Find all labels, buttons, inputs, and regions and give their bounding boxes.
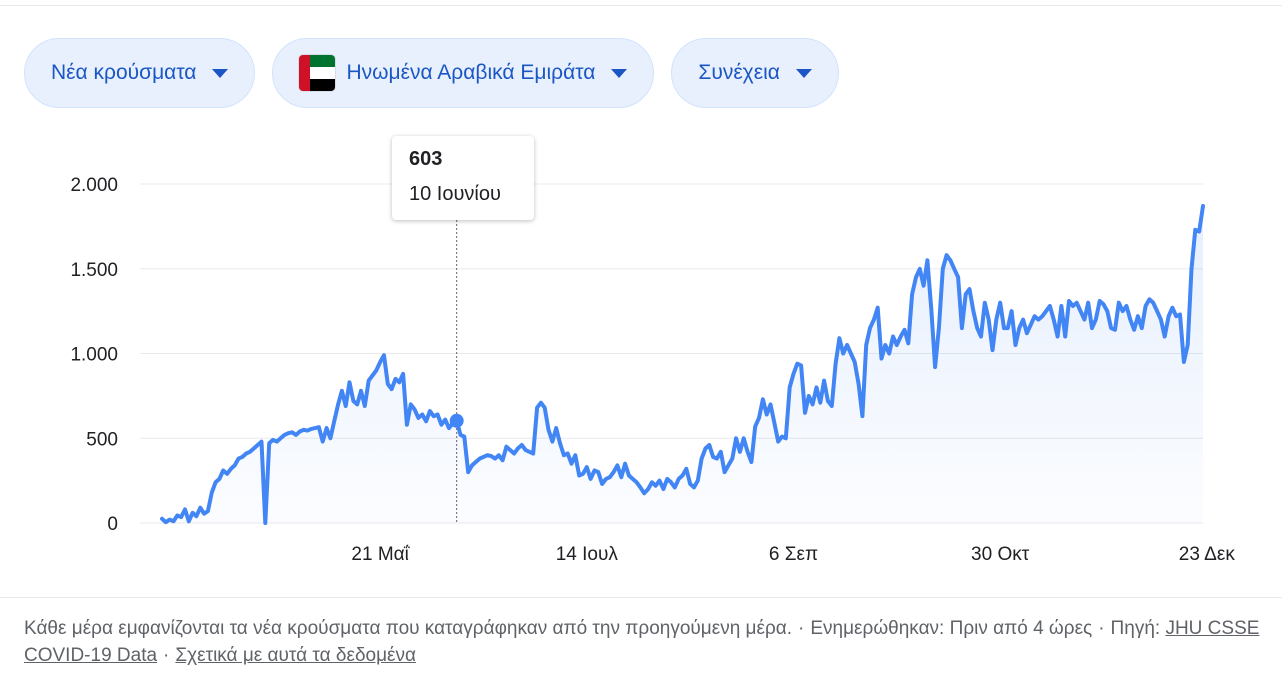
footer-updated: Ενημερώθηκαν: Πριν από 4 ώρες — [810, 618, 1093, 639]
chevron-down-icon — [212, 68, 229, 78]
footer: Κάθε μέρα εμφανίζονται τα νέα κρούσματα … — [24, 618, 1260, 666]
cases-chart[interactable]: 0 500 1.000 1.500 2.000 21 Μαΐ 14 Ιουλ 6 Σεπ 30 … — [0, 130, 1282, 580]
y-tick-label: 1.500 — [70, 260, 118, 281]
y-tick-label: 1.000 — [70, 345, 118, 366]
country-dropdown-label: Ηνωμένα Αραβικά Εμιράτα — [346, 61, 596, 84]
series-line — [160, 204, 1205, 525]
y-tick-label: 2.000 — [70, 175, 118, 196]
footer-note: Κάθε μέρα εμφανίζονται τα νέα κρούσματα … — [24, 618, 793, 639]
mode-dropdown[interactable]: Συνέχεια — [671, 38, 839, 108]
source-link[interactable]: JHU CSSE COVID-19 Data — [24, 618, 1260, 666]
hover-point — [449, 413, 464, 428]
x-tick-label: 30 Οκτ — [971, 544, 1030, 565]
chart-tooltip: 603 10 Ιουνίου — [392, 136, 534, 220]
uae-flag-icon — [299, 55, 336, 91]
top-divider — [0, 5, 1282, 6]
x-tick-label: 6 Σεπ — [769, 544, 818, 565]
footer-source-label: Πηγή: — [1110, 618, 1161, 639]
about-data-link[interactable]: Σχετικά με αυτά τα δεδομένα — [175, 645, 416, 666]
tooltip-value: 603 — [409, 148, 443, 170]
metric-dropdown-label: Νέα κρούσματα — [51, 61, 197, 84]
country-dropdown[interactable]: Ηνωμένα Αραβικά Εμιράτα — [272, 38, 655, 108]
tooltip-date: 10 Ιουνίου — [409, 183, 501, 205]
mode-dropdown-label: Συνέχεια — [698, 61, 780, 84]
x-tick-label: 14 Ιουλ — [556, 544, 619, 565]
y-tick-label: 500 — [86, 429, 118, 450]
metric-dropdown[interactable]: Νέα κρούσματα — [24, 38, 256, 108]
y-tick-label: 0 — [107, 514, 118, 535]
x-tick-label: 23 Δεκ — [1179, 544, 1236, 565]
chevron-down-icon — [611, 68, 628, 78]
bottom-divider — [0, 597, 1282, 598]
filter-bar: Νέα κρούσματα Ηνωμένα Αραβικά Εμιράτα Συ… — [24, 38, 839, 110]
chevron-down-icon — [795, 68, 812, 78]
x-tick-label: 21 Μαΐ — [351, 544, 410, 565]
